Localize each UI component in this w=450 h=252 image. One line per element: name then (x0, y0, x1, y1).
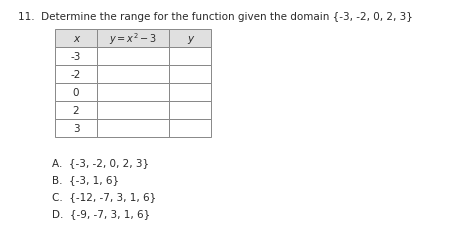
Text: y: y (187, 34, 193, 44)
Text: A.  {-3, -2, 0, 2, 3}: A. {-3, -2, 0, 2, 3} (52, 158, 149, 167)
Text: D.  {-9, -7, 3, 1, 6}: D. {-9, -7, 3, 1, 6} (52, 208, 150, 218)
Text: B.  {-3, 1, 6}: B. {-3, 1, 6} (52, 174, 119, 184)
Bar (55, 48, 97, 66)
Bar (55, 84, 97, 102)
Text: 11.  Determine the range for the function given the domain {-3, -2, 0, 2, 3}: 11. Determine the range for the function… (18, 12, 413, 22)
Bar (169, 119, 211, 137)
Text: x: x (73, 34, 79, 44)
Bar (169, 30, 211, 48)
Bar (55, 66, 97, 84)
Bar (97, 102, 169, 119)
Bar (97, 84, 169, 102)
Bar (55, 119, 97, 137)
Text: -2: -2 (71, 70, 81, 80)
Bar (55, 30, 97, 48)
Text: C.  {-12, -7, 3, 1, 6}: C. {-12, -7, 3, 1, 6} (52, 191, 156, 201)
Bar (55, 102, 97, 119)
Bar (97, 30, 169, 48)
Bar (97, 119, 169, 137)
Bar (169, 84, 211, 102)
Bar (169, 48, 211, 66)
Bar (169, 102, 211, 119)
Bar (97, 66, 169, 84)
Bar (169, 66, 211, 84)
Text: 3: 3 (73, 123, 79, 134)
Text: 0: 0 (73, 88, 79, 98)
Text: $y = x^2 - 3$: $y = x^2 - 3$ (109, 31, 157, 47)
Text: -3: -3 (71, 52, 81, 62)
Bar (97, 48, 169, 66)
Text: 2: 2 (73, 106, 79, 115)
